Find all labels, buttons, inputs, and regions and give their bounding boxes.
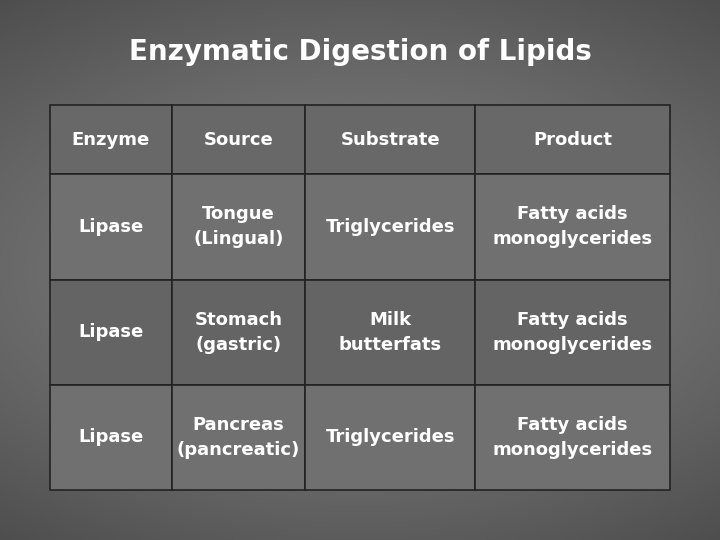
Text: Pancreas
(pancreatic): Pancreas (pancreatic) — [177, 416, 300, 459]
Text: Substrate: Substrate — [341, 131, 440, 149]
Bar — [475, 280, 670, 385]
Bar — [50, 105, 171, 174]
Bar — [171, 174, 305, 280]
Text: Milk
butterfats: Milk butterfats — [339, 310, 442, 354]
Text: Lipase: Lipase — [78, 323, 143, 341]
Bar — [475, 105, 670, 174]
Text: Triglycerides: Triglycerides — [325, 218, 455, 236]
Text: Tongue
(Lingual): Tongue (Lingual) — [193, 205, 284, 248]
Bar — [171, 105, 305, 174]
Bar — [305, 174, 475, 280]
Bar — [305, 280, 475, 385]
Bar — [305, 385, 475, 490]
Bar — [305, 105, 475, 174]
Text: Enzymatic Digestion of Lipids: Enzymatic Digestion of Lipids — [129, 38, 591, 66]
Text: Source: Source — [204, 131, 274, 149]
Text: Product: Product — [534, 131, 612, 149]
Text: Lipase: Lipase — [78, 218, 143, 236]
Text: Lipase: Lipase — [78, 428, 143, 447]
Bar — [50, 174, 171, 280]
Bar — [475, 174, 670, 280]
Text: Stomach
(gastric): Stomach (gastric) — [194, 310, 282, 354]
Text: Triglycerides: Triglycerides — [325, 428, 455, 447]
Bar — [50, 280, 171, 385]
Text: Enzyme: Enzyme — [72, 131, 150, 149]
Bar — [50, 385, 171, 490]
Text: Fatty acids
monoglycerides: Fatty acids monoglycerides — [492, 416, 653, 459]
Text: Fatty acids
monoglycerides: Fatty acids monoglycerides — [492, 310, 653, 354]
Text: Fatty acids
monoglycerides: Fatty acids monoglycerides — [492, 205, 653, 248]
Bar — [171, 385, 305, 490]
Bar — [475, 385, 670, 490]
Bar — [171, 280, 305, 385]
